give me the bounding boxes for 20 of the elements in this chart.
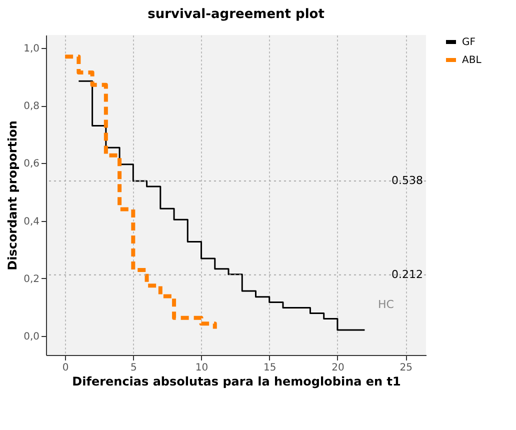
ref-line-label: 0.212 <box>392 268 423 281</box>
x-tick-label: 25 <box>400 362 412 374</box>
x-tick-label: 5 <box>130 362 137 374</box>
y-tick-label: 1,0 <box>24 43 40 54</box>
annotation: HC <box>378 298 394 311</box>
y-tick-label: 0,8 <box>24 101 40 112</box>
ref-line-label: 0.538 <box>392 174 423 188</box>
chart-title: survival-agreement plot <box>148 7 324 22</box>
y-tick-label: 0,6 <box>24 158 40 170</box>
x-tick-label: 0 <box>62 362 69 374</box>
x-tick-label: 15 <box>264 362 276 374</box>
x-axis-title: Diferencias absolutas para la hemoglobina en t1 <box>72 374 401 388</box>
y-axis-title: Discordant proportion <box>6 120 20 270</box>
y-tick-label: 0,2 <box>24 274 40 285</box>
y-tick-label: 0,4 <box>24 216 40 228</box>
legend-label: ABL <box>462 55 482 66</box>
x-tick-label: 10 <box>195 362 208 374</box>
legend-label: GF <box>462 37 476 48</box>
y-tick-label: 0,0 <box>24 331 40 342</box>
x-tick-label: 20 <box>332 362 344 374</box>
